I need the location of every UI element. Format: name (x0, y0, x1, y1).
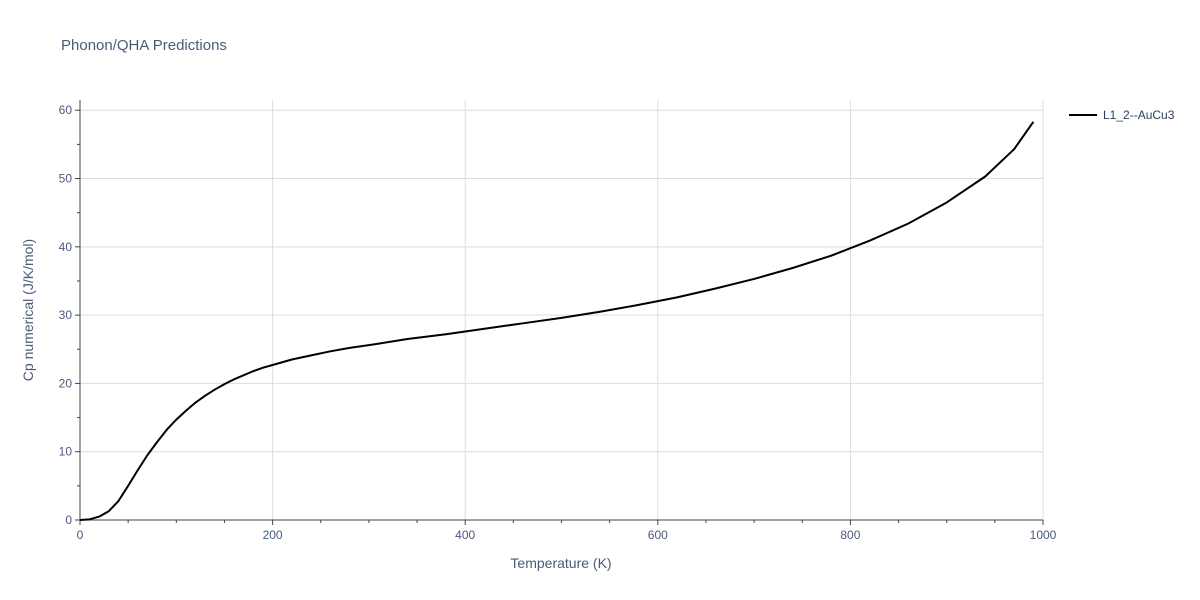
x-tick-label: 200 (263, 528, 283, 542)
y-tick-label: 0 (65, 513, 72, 527)
y-tick-label: 30 (59, 308, 73, 322)
x-tick-label: 0 (77, 528, 84, 542)
series-layer (79, 121, 1035, 521)
x-tick-label: 600 (648, 528, 668, 542)
y-axis-title: Cp numerical (J/K/mol) (20, 239, 36, 381)
y-tick-label: 10 (59, 445, 73, 459)
y-tick-label: 40 (59, 240, 73, 254)
y-tick-label: 60 (59, 103, 73, 117)
grid-layer (80, 100, 1044, 520)
legend-label: L1_2--AuCu3 (1103, 108, 1175, 122)
x-tick-label: 800 (840, 528, 860, 542)
legend[interactable]: L1_2--AuCu3 (1069, 108, 1175, 122)
axis-layer: 0 200 400 600 800 1000 0 10 20 30 40 50 60 (59, 100, 1057, 542)
series-line[interactable] (79, 121, 1035, 521)
chart-title: Phonon/QHA Predictions (61, 37, 227, 54)
x-tick-label: 400 (455, 528, 475, 542)
x-axis-title: Temperature (K) (510, 555, 611, 571)
x-tick-label: 1000 (1030, 528, 1057, 542)
y-tick-label: 20 (59, 376, 73, 390)
y-tick-label: 50 (59, 172, 73, 186)
